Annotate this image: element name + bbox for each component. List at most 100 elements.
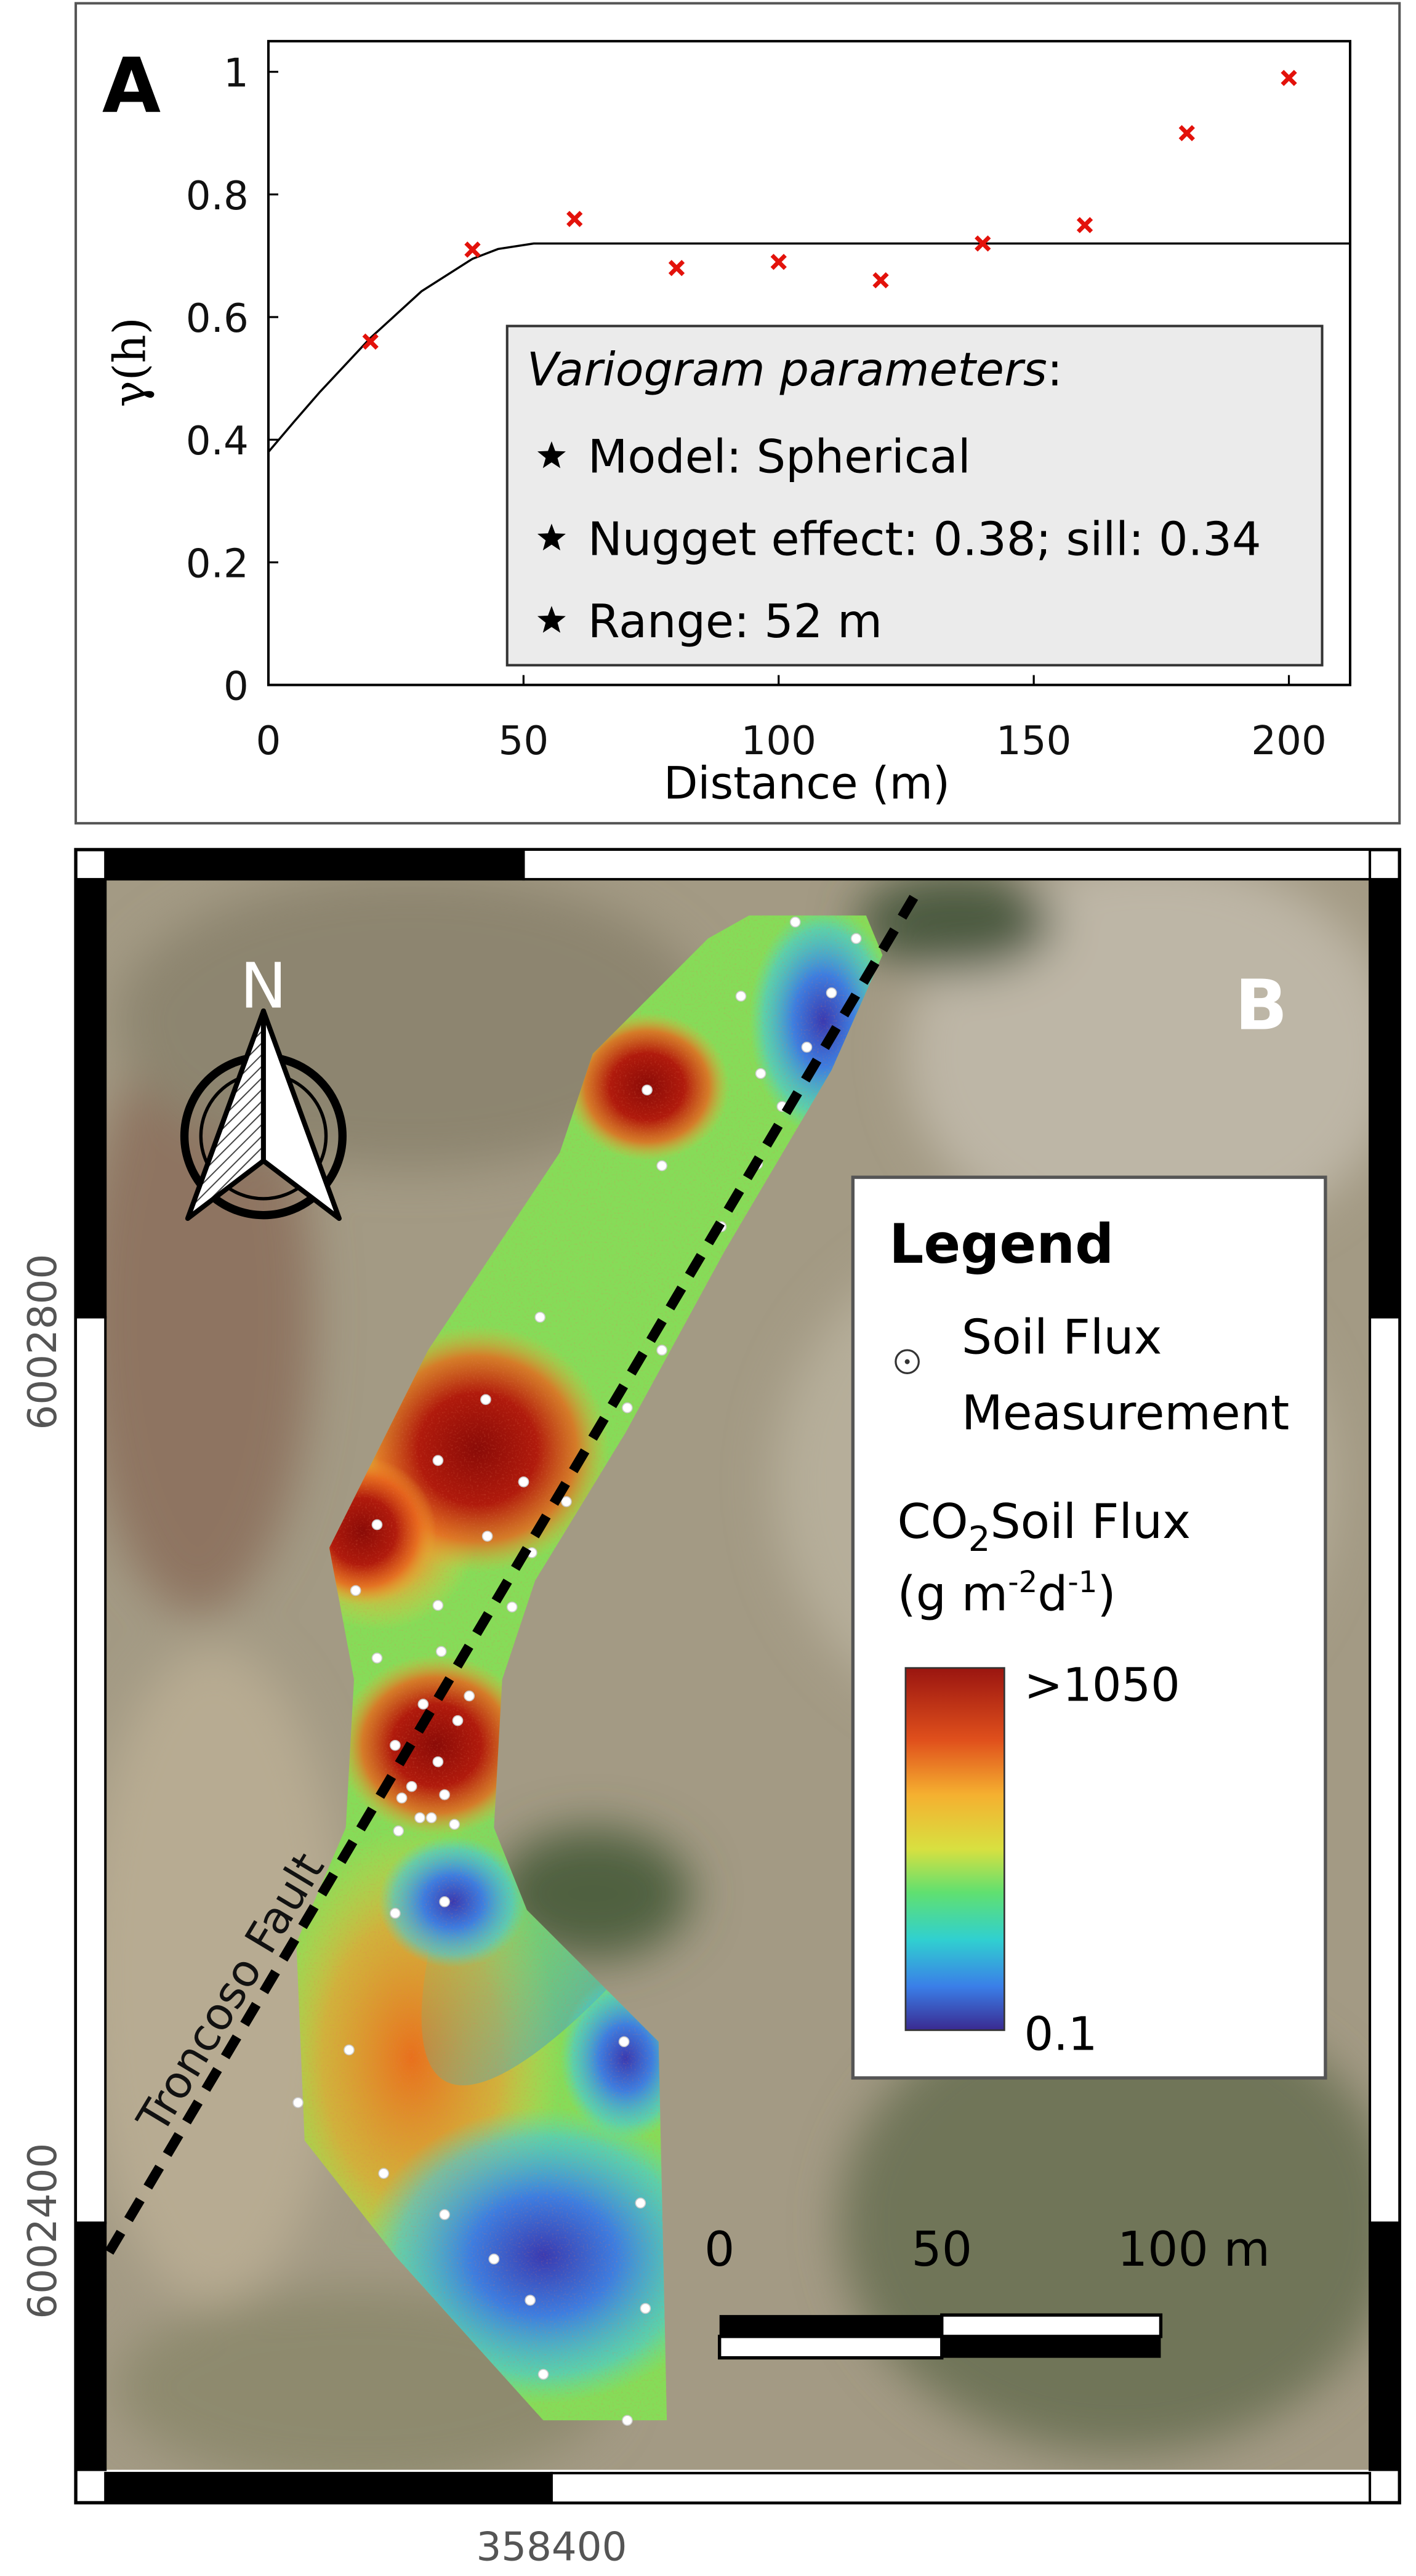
- annotation-box: [505, 324, 1324, 667]
- data-point: [1281, 70, 1297, 86]
- north-label: N: [240, 950, 287, 1023]
- north-arrow: N: [180, 950, 347, 1222]
- sample-point: [414, 1812, 425, 1824]
- annotation-items: Model: Spherical Nugget effect: 0.38; sil…: [537, 430, 1261, 648]
- sample-point: [735, 991, 747, 1002]
- scale-bar: 0 50 100 m: [704, 2222, 1270, 2360]
- sample-point: [439, 2209, 450, 2220]
- sample-point: [640, 2303, 651, 2314]
- y-axis-label: γ(h): [104, 317, 156, 407]
- sample-point: [432, 1600, 444, 1611]
- sample-point: [635, 2197, 646, 2209]
- data-point: [1178, 125, 1195, 142]
- units-sup: -1: [1068, 1565, 1097, 1600]
- x-tick-label: 200: [1251, 718, 1326, 764]
- panel-b: Troncoso Fault 6002800 6002400 358400 B …: [20, 848, 1401, 2570]
- scale-label: 100 m: [1117, 2222, 1270, 2277]
- data-point: [362, 333, 379, 350]
- plot-area: [267, 39, 1351, 686]
- sample-point: [755, 1068, 766, 1079]
- sample-point: [622, 2415, 633, 2426]
- data-point: [566, 211, 583, 227]
- colorbar-title-part: CO: [898, 1494, 968, 1550]
- bullet-star: [537, 606, 566, 633]
- sample-point: [350, 1585, 361, 1596]
- units-sup: -2: [1008, 1565, 1037, 1600]
- annotation-title-suffix: :: [1047, 342, 1063, 396]
- sample-point: [534, 1311, 546, 1323]
- bullet-star: [537, 523, 566, 551]
- sample-point: [537, 2369, 549, 2380]
- sample-point: [390, 1739, 401, 1751]
- sample-point: [506, 1601, 518, 1612]
- units-part: d: [1037, 1567, 1068, 1622]
- y-tick-label: 0.6: [186, 296, 249, 342]
- sample-point: [826, 987, 837, 999]
- northing-label: 6002400: [20, 2143, 66, 2319]
- legend-point-label: Measurement: [962, 1385, 1289, 1441]
- sample-point: [435, 1646, 447, 1657]
- y-tick-label: 0.2: [186, 541, 249, 587]
- x-tick-label: 150: [996, 718, 1071, 764]
- map-border: [74, 848, 1401, 2504]
- annotation-title: Variogram parameters:: [527, 342, 1063, 396]
- y-tick-label: 0: [223, 664, 249, 710]
- data-point: [975, 235, 991, 252]
- colorbar: [904, 1667, 1005, 2031]
- model-line: [267, 242, 1350, 453]
- sample-point: [371, 1652, 383, 1664]
- sample-point: [449, 1819, 460, 1830]
- sample-point: [481, 1531, 493, 1542]
- sample-point: [561, 1496, 572, 1507]
- sample-point: [801, 1042, 813, 1053]
- sample-point: [488, 2253, 500, 2265]
- sample-point: [789, 916, 801, 928]
- easting-label: 358400: [476, 2524, 627, 2570]
- colorbar-title-sub: 2: [968, 1519, 991, 1560]
- scale-label: 0: [704, 2222, 734, 2277]
- x-tick-label: 0: [256, 718, 281, 764]
- sample-point: [425, 1812, 437, 1824]
- y-tick-label: 0.8: [186, 173, 249, 219]
- scale-label: 50: [911, 2222, 972, 2277]
- y-tick-label: 1: [223, 50, 249, 97]
- sample-point: [292, 2097, 304, 2108]
- x-tick-label: 50: [499, 718, 549, 764]
- annotation-item: Nugget effect: 0.38; sill: 0.34: [588, 512, 1261, 566]
- legend: Legend Soil Flux Measurement CO2Soil Flu…: [851, 1175, 1327, 2080]
- sample-point: [378, 2168, 389, 2179]
- colorbar-units: (g m-2d-1): [898, 1565, 1116, 1622]
- sample-point: [393, 1825, 404, 1837]
- sample-point: [390, 1907, 401, 1919]
- sample-point: [525, 2295, 536, 2306]
- sample-point: [656, 1160, 667, 1172]
- sample-point: [656, 1345, 667, 1356]
- sample-point: [464, 1690, 475, 1702]
- sample-point: [371, 1519, 383, 1531]
- data-point: [872, 272, 889, 289]
- sample-point: [439, 1896, 450, 1907]
- panel-label: B: [1235, 965, 1288, 1045]
- sample-point: [480, 1394, 491, 1406]
- bullet-star: [537, 441, 566, 469]
- annotation-item: Range: 52 m: [588, 594, 882, 648]
- sample-point: [417, 1699, 429, 1710]
- data-point: [464, 241, 481, 258]
- legend-point-label: Soil Flux: [962, 1310, 1162, 1365]
- units-part: (g m: [898, 1567, 1008, 1622]
- sample-point: [622, 1402, 633, 1414]
- x-tick-label: 100: [741, 718, 816, 764]
- sample-point: [642, 1084, 653, 1096]
- colorbar-max: >1050: [1024, 1658, 1180, 1712]
- sample-point: [344, 2044, 355, 2056]
- legend-point-dot: [904, 1359, 910, 1364]
- sample-point: [396, 1792, 408, 1804]
- data-point: [668, 260, 685, 276]
- data-point: [1076, 217, 1093, 233]
- sample-point: [406, 1781, 417, 1792]
- y-tick-label: 0.4: [186, 418, 249, 464]
- sample-point: [452, 1715, 464, 1726]
- sample-points: [292, 916, 862, 2426]
